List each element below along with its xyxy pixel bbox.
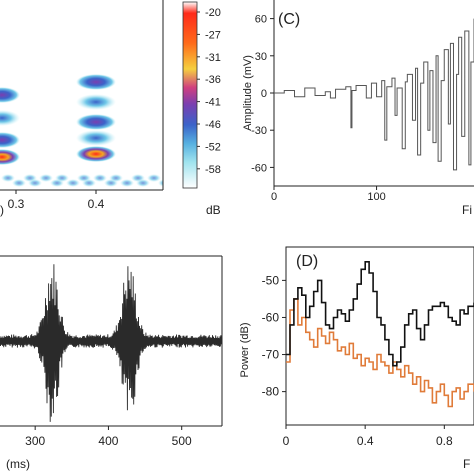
- panel-d-x-tick-label-1: 0.4: [357, 434, 374, 448]
- panel-d-line-0: [286, 298, 474, 408]
- spectrogram-noise-4: [39, 174, 53, 182]
- waveform-x-tick-label-2: 500: [172, 434, 192, 448]
- panel-c-x-label-fragment: Fi: [462, 203, 472, 217]
- panel-c-y-tick-label-0: 60: [255, 14, 267, 26]
- panel-d-y-tick-label-2: -70: [262, 348, 280, 362]
- panel-c: 60 30 0 -30 -60 0 100 (C) Amplitude (mV) Fi: [242, 0, 474, 217]
- panel-d-x-tick-label-0: 0: [283, 434, 290, 448]
- spectrogram-noise-12: [109, 174, 123, 182]
- spectrogram-noise-17: [158, 179, 163, 187]
- spectrogram-x-label-fragment: ): [0, 203, 4, 217]
- spectrogram-blob-1-0: [76, 74, 116, 90]
- colorbar-tick-label-6: -52: [205, 141, 221, 153]
- colorbar-tick-label-2: -31: [205, 52, 221, 64]
- colorbar-tick-label-3: -36: [205, 74, 221, 86]
- spectrogram-noise-6: [55, 174, 69, 182]
- colorbar-tick-label-7: -58: [205, 164, 221, 176]
- panel-c-x-tick-label-1: 100: [367, 191, 385, 203]
- spectrogram-noise-9: [82, 179, 96, 187]
- colorbar-tick-label-0: -20: [205, 7, 221, 19]
- spectrogram-noise-13: [120, 179, 134, 187]
- waveform-panel: 300 400 500 (ms): [0, 255, 223, 471]
- panel-d-x-tick-label-2: 0.8: [436, 434, 453, 448]
- spectrogram-background: [0, 0, 163, 190]
- spectrogram-noise-7: [66, 179, 80, 187]
- spectrogram-blob-0-3: [0, 149, 20, 165]
- spectrogram-x-tick-label-0: 0.3: [8, 197, 25, 211]
- panel-d: -50 -60 -70 -80 0 0.4 0.8 (D) Power (dB) F: [239, 246, 474, 471]
- panel-c-y-tick-label-1: 30: [255, 51, 267, 63]
- spectrogram-blob-0-0: [0, 87, 20, 103]
- panel-c-x-tick-label-0: 0: [271, 191, 277, 203]
- spectrogram-noise-16: [147, 174, 161, 182]
- waveform-line: [0, 264, 223, 422]
- panel-c-line-0: [274, 18, 474, 171]
- panel-d-y-ticks: -50 -60 -70 -80: [262, 273, 286, 399]
- colorbar-gradient: [182, 1, 198, 189]
- panel-c-y-tick-label-2: 0: [261, 88, 267, 100]
- panel-d-label: (D): [296, 253, 318, 270]
- spectrogram-blob-0-2: [0, 132, 20, 148]
- panel-d-y-tick-label-0: -50: [262, 273, 280, 287]
- spectrogram-noise-15: [136, 179, 150, 187]
- colorbar-tick-label-1: -27: [205, 29, 221, 41]
- waveform-x-ticks: 300 400 500: [25, 426, 192, 448]
- panel-d-x-ticks: 0 0.4 0.8: [283, 425, 453, 448]
- panel-c-y-tick-label-3: -30: [251, 125, 267, 137]
- panel-c-series: [274, 18, 474, 171]
- spectrogram-blob-1-1: [76, 94, 116, 110]
- spectrogram-noise-0: [1, 174, 15, 182]
- panel-d-y-label: Power (dB): [239, 322, 251, 377]
- panel-d-frame: [285, 246, 474, 426]
- waveform-x-tick-label-0: 300: [25, 434, 45, 448]
- panel-c-label: (C): [278, 11, 300, 28]
- colorbar-unit: dB: [206, 203, 221, 217]
- panel-d-y-tick-label-3: -80: [262, 385, 280, 399]
- spectrogram-plot-area: [0, 74, 163, 187]
- spectrogram-x-tick-label-1: 0.4: [88, 197, 105, 211]
- panel-d-line-1: [286, 261, 474, 367]
- spectrogram-noise-3: [28, 179, 42, 187]
- spectrogram-blob-1-2: [76, 114, 116, 130]
- panel-c-x-ticks: 0 100: [271, 186, 386, 203]
- waveform-series: [0, 264, 223, 422]
- panel-c-y-ticks: 60 30 0 -30 -60: [251, 14, 274, 174]
- spectrogram-blob-1-3: [76, 130, 116, 146]
- colorbar-tick-label-5: -46: [205, 119, 221, 131]
- spectrogram-panel: 0.3 0.4 ): [0, 0, 164, 217]
- waveform-x-label-fragment: (ms): [6, 457, 30, 471]
- panel-d-y-tick-label-1: -60: [262, 310, 280, 324]
- spectrogram-x-ticks: 0.3 0.4: [8, 190, 105, 211]
- panel-c-y-label: Amplitude (mV): [242, 55, 254, 131]
- panel-c-y-tick-label-4: -60: [251, 162, 267, 174]
- panel-d-series: [286, 261, 474, 408]
- colorbar-tick-label-4: -41: [205, 97, 221, 109]
- colorbar: -20 -27 -31 -36 -41 -46 -52 -58 dB: [182, 1, 221, 217]
- spectrogram-blob-0-1: [0, 110, 20, 126]
- spectrogram-noise-10: [93, 174, 107, 182]
- panel-c-background: [274, 0, 474, 186]
- panel-d-x-label-fragment: F: [463, 457, 470, 471]
- spectrogram-noise-1: [12, 179, 26, 187]
- colorbar-ticks: -20 -27 -31 -36 -41 -46 -52 -58: [197, 7, 221, 176]
- spectrogram-blob-1-4: [76, 146, 116, 162]
- waveform-x-tick-label-1: 400: [98, 434, 118, 448]
